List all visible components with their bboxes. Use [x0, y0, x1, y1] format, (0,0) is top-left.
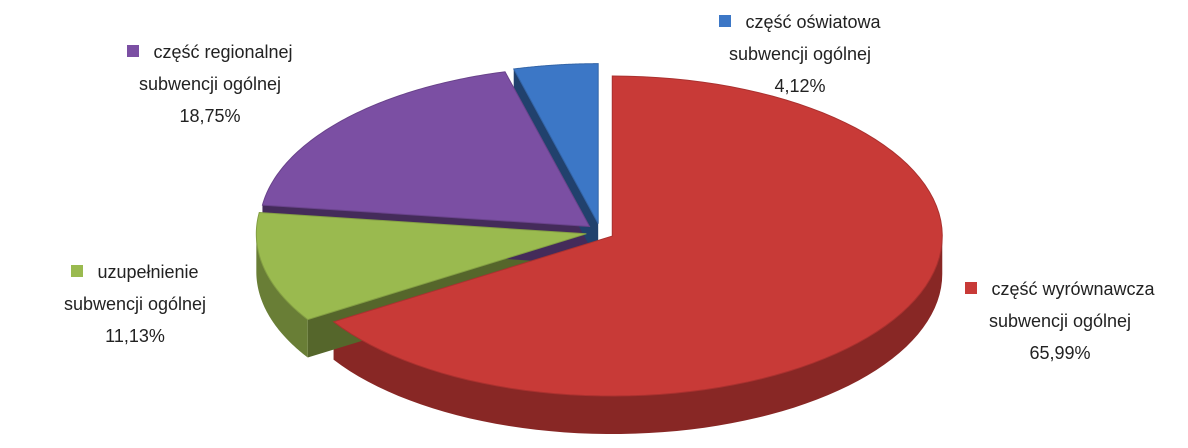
category-name: część regionalnej subwencji ogólnej	[138, 42, 293, 94]
slice	[261, 71, 591, 228]
value-label: 4,12%	[774, 76, 826, 96]
legend-entry: część wyrównawcza subwencji ogólnej	[945, 273, 1175, 337]
category-name: część oświatowa subwencji ogólnej	[728, 12, 881, 64]
slice-side	[256, 233, 308, 358]
legend-marker	[719, 15, 732, 27]
legend-entry: uzupełnienie subwencji ogólnej	[35, 256, 235, 320]
slice-label: uzupełnienie subwencji ogólnej 11,13%	[35, 256, 235, 352]
slice-label: część regionalnej subwencji ogólnej 18,75…	[90, 36, 330, 132]
value-label: 65,99%	[1029, 343, 1091, 363]
legend-marker	[127, 45, 140, 57]
category-name: część wyrównawcza subwencji ogólnej	[988, 279, 1155, 331]
slice	[332, 75, 943, 397]
legend-entry: część regionalnej subwencji ogólnej	[90, 36, 330, 100]
legend-entry: część oświatowa subwencji ogólnej	[680, 6, 920, 70]
slice-label: część oświatowa subwencji ogólnej 4,12%	[680, 6, 920, 102]
slice-label: część wyrównawcza subwencji ogólnej 65,99…	[945, 273, 1175, 369]
slice-side	[333, 236, 943, 435]
legend-marker	[965, 282, 978, 294]
category-name: uzupełnienie subwencji ogólnej	[63, 262, 207, 314]
value-label: 18,75%	[179, 106, 241, 126]
slice-tops	[255, 63, 943, 397]
slice	[255, 211, 587, 321]
value-label: 11,13%	[105, 326, 165, 346]
slice	[512, 63, 599, 224]
legend-marker	[71, 265, 84, 277]
